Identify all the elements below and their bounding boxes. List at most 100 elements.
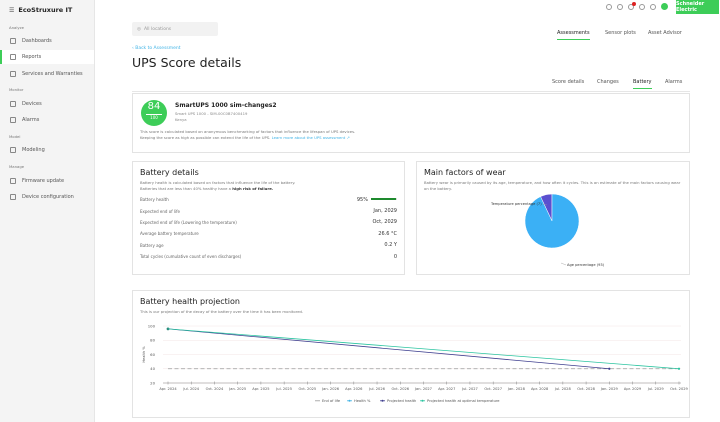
- y-tick-label: 20: [150, 380, 155, 385]
- tab-asset-advisor[interactable]: Asset Advisor: [648, 30, 682, 36]
- row-value-text: 0.2 Y: [384, 242, 397, 249]
- device-location: Kenya: [175, 117, 187, 122]
- sidebar-item-dashboards[interactable]: Dashboards: [0, 34, 94, 48]
- device-name: SmartUPS 1000 sim-changes2: [175, 102, 277, 109]
- sidebar-item-devices[interactable]: Devices: [0, 97, 94, 111]
- section-monitor: Monitor: [9, 87, 24, 92]
- sidebar-item-reports[interactable]: Reports: [0, 50, 94, 64]
- tab-sensor-plots[interactable]: Sensor plots: [605, 30, 636, 36]
- page-title: UPS Score details: [132, 55, 242, 70]
- pie-leader: [542, 203, 548, 206]
- x-tick-label: Jan. 2026: [321, 387, 340, 391]
- score-description: This score is calculated based on anonym…: [140, 129, 356, 140]
- wear-title: Main factors of wear: [424, 168, 506, 177]
- series-point[interactable]: [677, 367, 681, 370]
- score-card: 84 100 SmartUPS 1000 sim-changes2 Smart …: [132, 93, 690, 153]
- sidebar-item-device-config[interactable]: Device configuration: [0, 190, 94, 204]
- projection-title: Battery health projection: [140, 297, 240, 306]
- projection-desc: This is our projection of the decay of t…: [140, 309, 304, 314]
- section-model: Model: [9, 134, 21, 139]
- row-value: Jan, 2029: [373, 208, 397, 214]
- x-tick-label: Jul. 2024: [182, 387, 199, 391]
- row-label: Total cycles (cumulative count of even d…: [140, 254, 242, 260]
- search-icon[interactable]: [606, 3, 612, 10]
- x-tick-label: Jan. 2027: [414, 387, 432, 391]
- y-tick-label: 80: [150, 338, 155, 343]
- y-tick-label: 40: [150, 366, 155, 371]
- tab-score-details[interactable]: Score details: [552, 79, 585, 85]
- row-label: Expected end of life: [140, 208, 180, 214]
- legend-item[interactable]: Health %: [354, 399, 371, 403]
- learn-more-link[interactable]: Learn more about the UPS assessment: [271, 135, 346, 140]
- notification-badge: [632, 1, 636, 6]
- row-value: 26.6 °C: [378, 231, 397, 237]
- battery-row: Total cycles (cumulative count of even d…: [140, 251, 397, 262]
- row-label: Expected end of life (Lowering the tempe…: [140, 219, 237, 225]
- row-value-text: 95%: [356, 196, 368, 203]
- x-tick-label: Oct. 2028: [577, 387, 595, 391]
- pie-leader: [560, 262, 567, 266]
- sidebar-item-services[interactable]: Services and Warranties: [0, 67, 94, 81]
- back-link[interactable]: ‹ Back to Assessment: [132, 46, 181, 51]
- warranty-icon: [10, 71, 16, 77]
- series-line: [167, 328, 610, 370]
- help-icon[interactable]: [617, 3, 623, 10]
- sidebar: ☰ EcoStruxure IT Analyze Dashboards Repor…: [0, 0, 95, 422]
- legend-item[interactable]: Projected health at optimal temperature: [427, 399, 500, 403]
- tab-changes[interactable]: Changes: [597, 79, 619, 85]
- x-tick-label: Apr. 2025: [252, 387, 269, 391]
- user-avatar[interactable]: [661, 3, 668, 10]
- row-label: Battery age: [140, 242, 164, 248]
- series-line: [167, 328, 680, 370]
- sidebar-item-alarms[interactable]: Alarms: [0, 113, 94, 127]
- x-tick-label: Oct. 2026: [391, 387, 409, 391]
- health-bar-fill: [371, 198, 396, 201]
- x-tick-label: Apr. 2027: [438, 387, 455, 391]
- pie-slice[interactable]: [524, 193, 580, 249]
- health-bar: [371, 198, 397, 201]
- x-tick-label: Oct. 2025: [299, 387, 317, 391]
- x-tick-label: Apr. 2028: [531, 387, 549, 391]
- x-tick-label: Apr. 2024: [159, 387, 177, 391]
- sidebar-item-modeling[interactable]: Modeling: [0, 143, 94, 157]
- legend-item[interactable]: Projected health: [387, 399, 416, 403]
- tab-assessments[interactable]: Assessments: [557, 30, 590, 40]
- sidebar-item-firmware[interactable]: Firmware update: [0, 174, 94, 188]
- x-tick-label: Jul. 2026: [368, 387, 385, 391]
- top-icons: [606, 1, 668, 10]
- wear-pie-chart: Temperature percentage (7) Age percentage…: [490, 193, 605, 267]
- x-tick-label: Oct. 2024: [206, 387, 224, 391]
- menu-icon[interactable]: ☰: [9, 6, 15, 14]
- device-icon: [10, 101, 16, 107]
- x-tick-label: Jul. 2027: [461, 387, 478, 391]
- row-value-text: Jan, 2029: [373, 208, 397, 215]
- x-tick-label: Jan. 2029: [600, 387, 619, 391]
- row-label: Battery health: [140, 197, 169, 203]
- location-icon: ◎: [137, 26, 141, 32]
- battery-row: Average battery temperature 26.6 °C: [140, 228, 397, 239]
- x-tick-label: Oct. 2029: [670, 387, 688, 391]
- battery-row: Battery age 0.2 Y: [140, 240, 397, 251]
- location-search[interactable]: ◎ All locations: [132, 22, 218, 36]
- row-label: Average battery temperature: [140, 231, 199, 237]
- x-tick-label: Jan. 2025: [228, 387, 246, 391]
- divider: [132, 91, 690, 92]
- wear-card: Main factors of wear Battery wear is pri…: [416, 161, 690, 275]
- legend-item[interactable]: End of life: [322, 399, 341, 403]
- modeling-icon: [10, 147, 16, 153]
- config-icon: [10, 194, 16, 200]
- settings-icon[interactable]: [650, 3, 656, 10]
- report-icon: [10, 54, 16, 60]
- y-tick-label: 60: [150, 352, 155, 357]
- device-model: Smart UPS 1000 - SIM-00C0B7400419: [175, 111, 248, 116]
- legend-marker: [421, 399, 424, 402]
- tab-alarms[interactable]: Alarms: [665, 79, 683, 85]
- bell-icon[interactable]: [628, 1, 636, 10]
- lightbulb-icon[interactable]: [639, 3, 645, 10]
- row-value: Oct, 2029: [372, 219, 397, 225]
- row-value-text: 26.6 °C: [378, 230, 397, 237]
- series-point[interactable]: [608, 367, 611, 370]
- schneider-logo[interactable]: Schneider Electric: [676, 0, 719, 14]
- tab-battery[interactable]: Battery: [633, 79, 652, 89]
- row-value-text: 0: [393, 253, 397, 260]
